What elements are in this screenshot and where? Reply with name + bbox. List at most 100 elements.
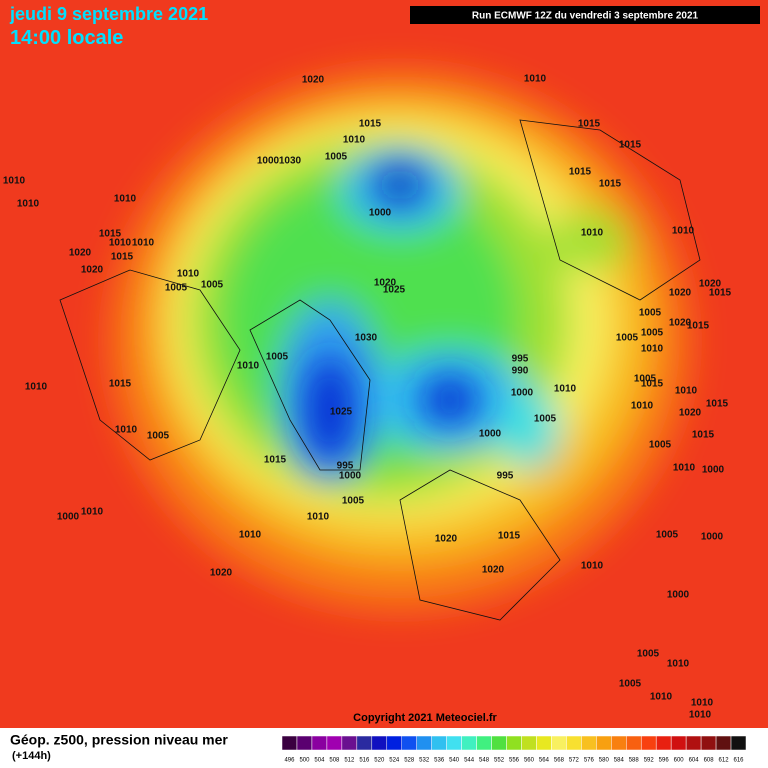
scale-swatch	[566, 735, 582, 751]
scale-label: 500	[299, 758, 310, 764]
date: jeudi 9 septembre 2021	[9, 4, 208, 24]
isobar-label: 1005	[534, 414, 557, 425]
isobar-label: 1005	[639, 308, 662, 319]
isobar-label: 1010	[581, 561, 604, 572]
isobar-label: 1020	[210, 568, 233, 579]
isobar-label: 1015	[99, 229, 122, 240]
isobar-label: 995	[337, 461, 354, 472]
scale-label: 568	[554, 758, 565, 764]
isobar-label: 1020	[302, 75, 325, 86]
run-banner	[410, 6, 760, 24]
isobar-label: 1010	[691, 698, 714, 709]
isobar-label: 1005	[147, 431, 170, 442]
scale-swatch	[596, 735, 612, 751]
isobar-label: 1000	[57, 512, 80, 523]
scale-swatch	[296, 735, 313, 751]
isobar-label: 1010	[650, 692, 673, 703]
scale-label: 520	[374, 758, 385, 764]
scale-label: 580	[599, 758, 610, 764]
scale-swatch	[730, 735, 747, 751]
scale-label: 528	[404, 758, 415, 764]
isobar-label: 1015	[109, 379, 132, 390]
scale-label: 512	[344, 758, 355, 764]
scale-swatch	[341, 735, 358, 751]
isobar-label: 1005	[649, 440, 672, 451]
isobar-label: 1010	[109, 238, 132, 249]
scale-label: 544	[464, 758, 475, 764]
scale-swatch	[281, 735, 298, 751]
scale-swatch	[551, 735, 567, 751]
isobar-label: 1020	[435, 534, 458, 545]
scale-label: 588	[629, 758, 640, 764]
isobar-label: 1005	[656, 530, 679, 541]
scale-swatch	[670, 735, 687, 751]
isobar-label: 1010	[672, 226, 695, 237]
isobar-label: 1000	[369, 208, 392, 219]
scale-swatch	[655, 735, 672, 751]
field-name: Géop. z500, pression niveau mer	[10, 732, 228, 748]
isobar-label: 1020	[669, 288, 692, 299]
scale-swatch	[626, 735, 642, 751]
isobar-label: 1020	[679, 408, 702, 419]
isobar-label: 1030	[355, 333, 378, 344]
run-info: Run ECMWF 12Z du vendredi 3 septembre 20…	[472, 11, 699, 22]
scale-label: 572	[569, 758, 580, 764]
scale-label: 592	[644, 758, 655, 764]
scale-label: 548	[479, 758, 490, 764]
isobar-label: 1015	[706, 399, 729, 410]
scale-label: 504	[314, 758, 325, 764]
isobar-label: 1015	[687, 321, 710, 332]
isobar-label: 1010	[667, 659, 690, 670]
isobar-label: 1005	[619, 679, 642, 690]
isobar-label: 995	[512, 354, 529, 365]
isobar-label: 1020	[69, 248, 92, 259]
field	[0, 0, 768, 728]
isobar-label: 1020	[374, 278, 397, 289]
scale-swatch	[640, 735, 657, 751]
lead-time: (+144h)	[12, 750, 51, 762]
scale-label: 616	[734, 758, 745, 764]
time: 14:00 locale	[10, 27, 123, 49]
scale-swatch	[715, 735, 732, 751]
isobar-label: 1010	[115, 425, 138, 436]
isobar-label: 1010	[581, 228, 604, 239]
isobar-label: 1010	[237, 361, 260, 372]
scale-label: 508	[329, 758, 340, 764]
isobar-label: 1010	[177, 269, 200, 280]
scale-label: 564	[539, 758, 550, 764]
isobar-label: 1015	[599, 179, 622, 190]
scale-swatch	[461, 735, 477, 751]
isobar-label: 1015	[359, 119, 382, 130]
isobar-label: 1010	[673, 463, 696, 474]
scale-swatch	[446, 735, 462, 751]
scale-label: 612	[719, 758, 730, 764]
isobar-label: 1000	[702, 465, 725, 476]
isobar-label: 1010	[81, 507, 104, 518]
isobar-label: 1005	[634, 374, 657, 385]
isobar-label: 1015	[692, 430, 715, 441]
scale-swatch	[536, 735, 552, 751]
isobar-label: 1015	[111, 252, 134, 263]
isobar-label: 1010	[239, 530, 262, 541]
scale-swatch	[700, 735, 717, 751]
isobar-label: 1010	[554, 384, 577, 395]
scale-label: 532	[419, 758, 430, 764]
scale-swatch	[611, 735, 627, 751]
scale-label: 496	[284, 758, 295, 764]
isobar-label: 1015	[578, 119, 601, 130]
scale-label: 540	[449, 758, 460, 764]
scale-label: 604	[689, 758, 700, 764]
isobar-label: 1010	[17, 199, 40, 210]
isobar-label: 1010	[524, 74, 547, 85]
copyright: Copyright 2021 Meteociel.fr	[353, 712, 497, 724]
isobar-label: 1015	[498, 531, 521, 542]
isobar-label: 1010	[689, 710, 712, 721]
isobar-label: 1010	[675, 386, 698, 397]
isobar-label: 1015	[641, 379, 664, 390]
isobar-label: 1010	[631, 401, 654, 412]
scale-swatch	[371, 735, 388, 751]
scale-swatch	[521, 735, 537, 751]
isobar-label: 1015	[264, 455, 287, 466]
isobar-label: 1005	[325, 152, 348, 163]
